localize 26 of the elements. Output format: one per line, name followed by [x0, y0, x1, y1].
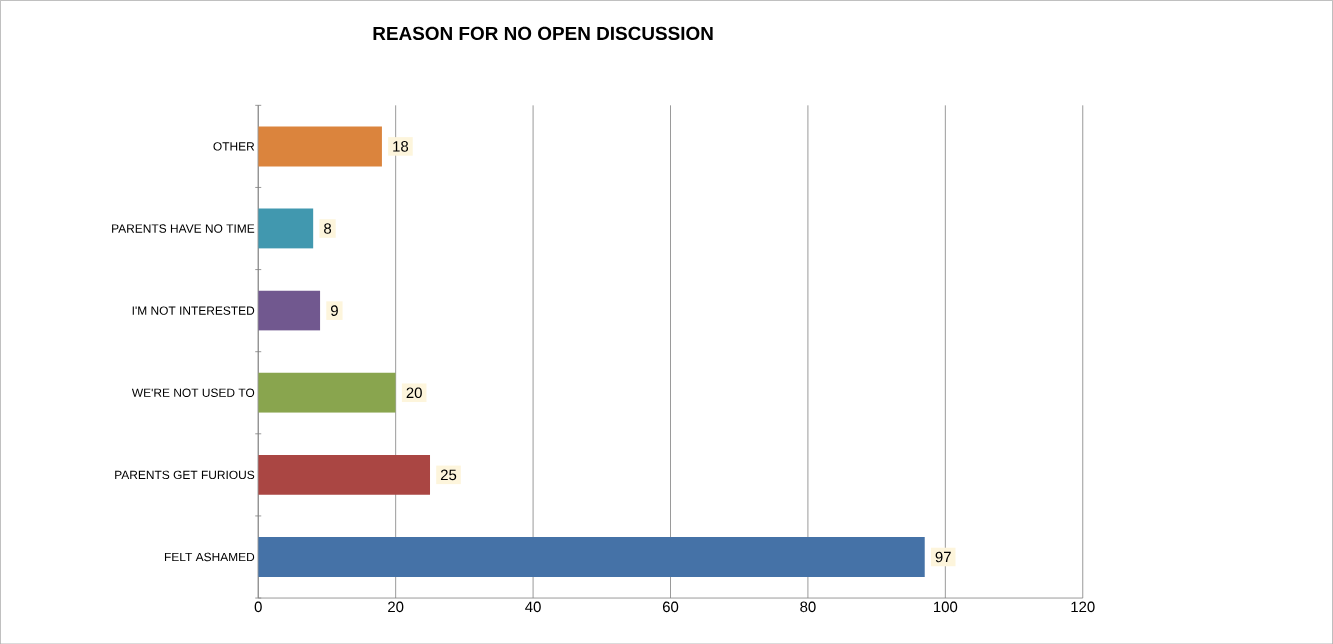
data-label: 8 [324, 223, 332, 234]
x-tick-label: 120 [1071, 601, 1095, 612]
data-label: 9 [330, 305, 338, 316]
bar [258, 454, 431, 495]
x-tick-label: 40 [525, 601, 541, 612]
data-label: 20 [406, 387, 422, 398]
y-tick-label: I'M NOT INTERESTED [132, 306, 255, 315]
x-tick-label: 20 [388, 601, 404, 612]
x-tick-label: 80 [800, 601, 816, 612]
data-label: 18 [393, 140, 409, 152]
y-tick-label: OTHER [213, 141, 255, 151]
chart-title: REASON FOR NO OPEN DISCUSSION [373, 26, 713, 40]
y-tick-label: FELT ASHAMED [164, 552, 255, 561]
bar [258, 208, 314, 249]
x-tick-label: 60 [662, 601, 679, 612]
y-tick-label: WE'RE NOT USED TO [131, 388, 255, 397]
bar [258, 536, 925, 577]
x-tick-label: 0 [254, 601, 262, 612]
x-tick-label: 100 [934, 601, 958, 612]
data-label: 97 [935, 551, 951, 563]
data-label: 25 [440, 469, 457, 480]
y-tick-label: PARENTS HAVE NO TIME [112, 224, 255, 233]
bar [258, 372, 396, 413]
bar [258, 290, 321, 331]
y-tick-label: PARENTS GET FURIOUS [115, 470, 255, 479]
bar [258, 126, 382, 167]
